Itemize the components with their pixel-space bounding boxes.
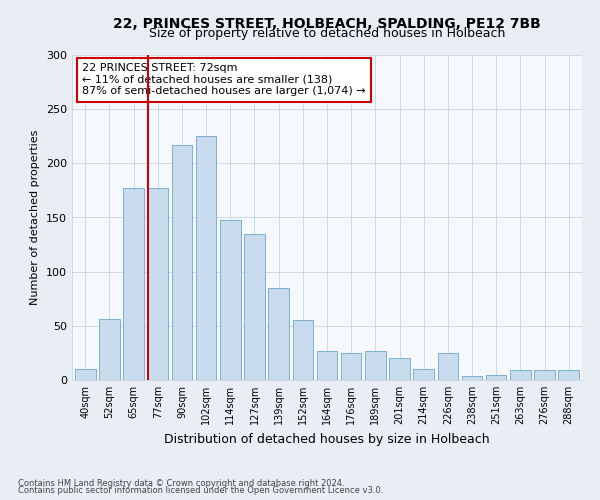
- Text: 22 PRINCES STREET: 72sqm
← 11% of detached houses are smaller (138)
87% of semi-: 22 PRINCES STREET: 72sqm ← 11% of detach…: [82, 63, 366, 96]
- Text: Size of property relative to detached houses in Holbeach: Size of property relative to detached ho…: [149, 28, 505, 40]
- Text: Contains public sector information licensed under the Open Government Licence v3: Contains public sector information licen…: [18, 486, 383, 495]
- Bar: [486, 374, 506, 380]
- Bar: [148, 188, 168, 380]
- Y-axis label: Number of detached properties: Number of detached properties: [31, 130, 40, 305]
- Bar: [220, 220, 241, 380]
- Bar: [559, 370, 579, 380]
- Bar: [172, 145, 192, 380]
- X-axis label: Distribution of detached houses by size in Holbeach: Distribution of detached houses by size …: [164, 432, 490, 446]
- Bar: [462, 376, 482, 380]
- Bar: [510, 370, 530, 380]
- Bar: [389, 358, 410, 380]
- Bar: [437, 353, 458, 380]
- Bar: [268, 288, 289, 380]
- Text: Contains HM Land Registry data © Crown copyright and database right 2024.: Contains HM Land Registry data © Crown c…: [18, 478, 344, 488]
- Bar: [124, 188, 144, 380]
- Bar: [413, 369, 434, 380]
- Text: 22, PRINCES STREET, HOLBEACH, SPALDING, PE12 7BB: 22, PRINCES STREET, HOLBEACH, SPALDING, …: [113, 18, 541, 32]
- Bar: [534, 370, 555, 380]
- Bar: [99, 320, 120, 380]
- Bar: [244, 234, 265, 380]
- Bar: [317, 351, 337, 380]
- Bar: [341, 353, 361, 380]
- Bar: [75, 369, 95, 380]
- Bar: [196, 136, 217, 380]
- Bar: [365, 351, 386, 380]
- Bar: [293, 320, 313, 380]
